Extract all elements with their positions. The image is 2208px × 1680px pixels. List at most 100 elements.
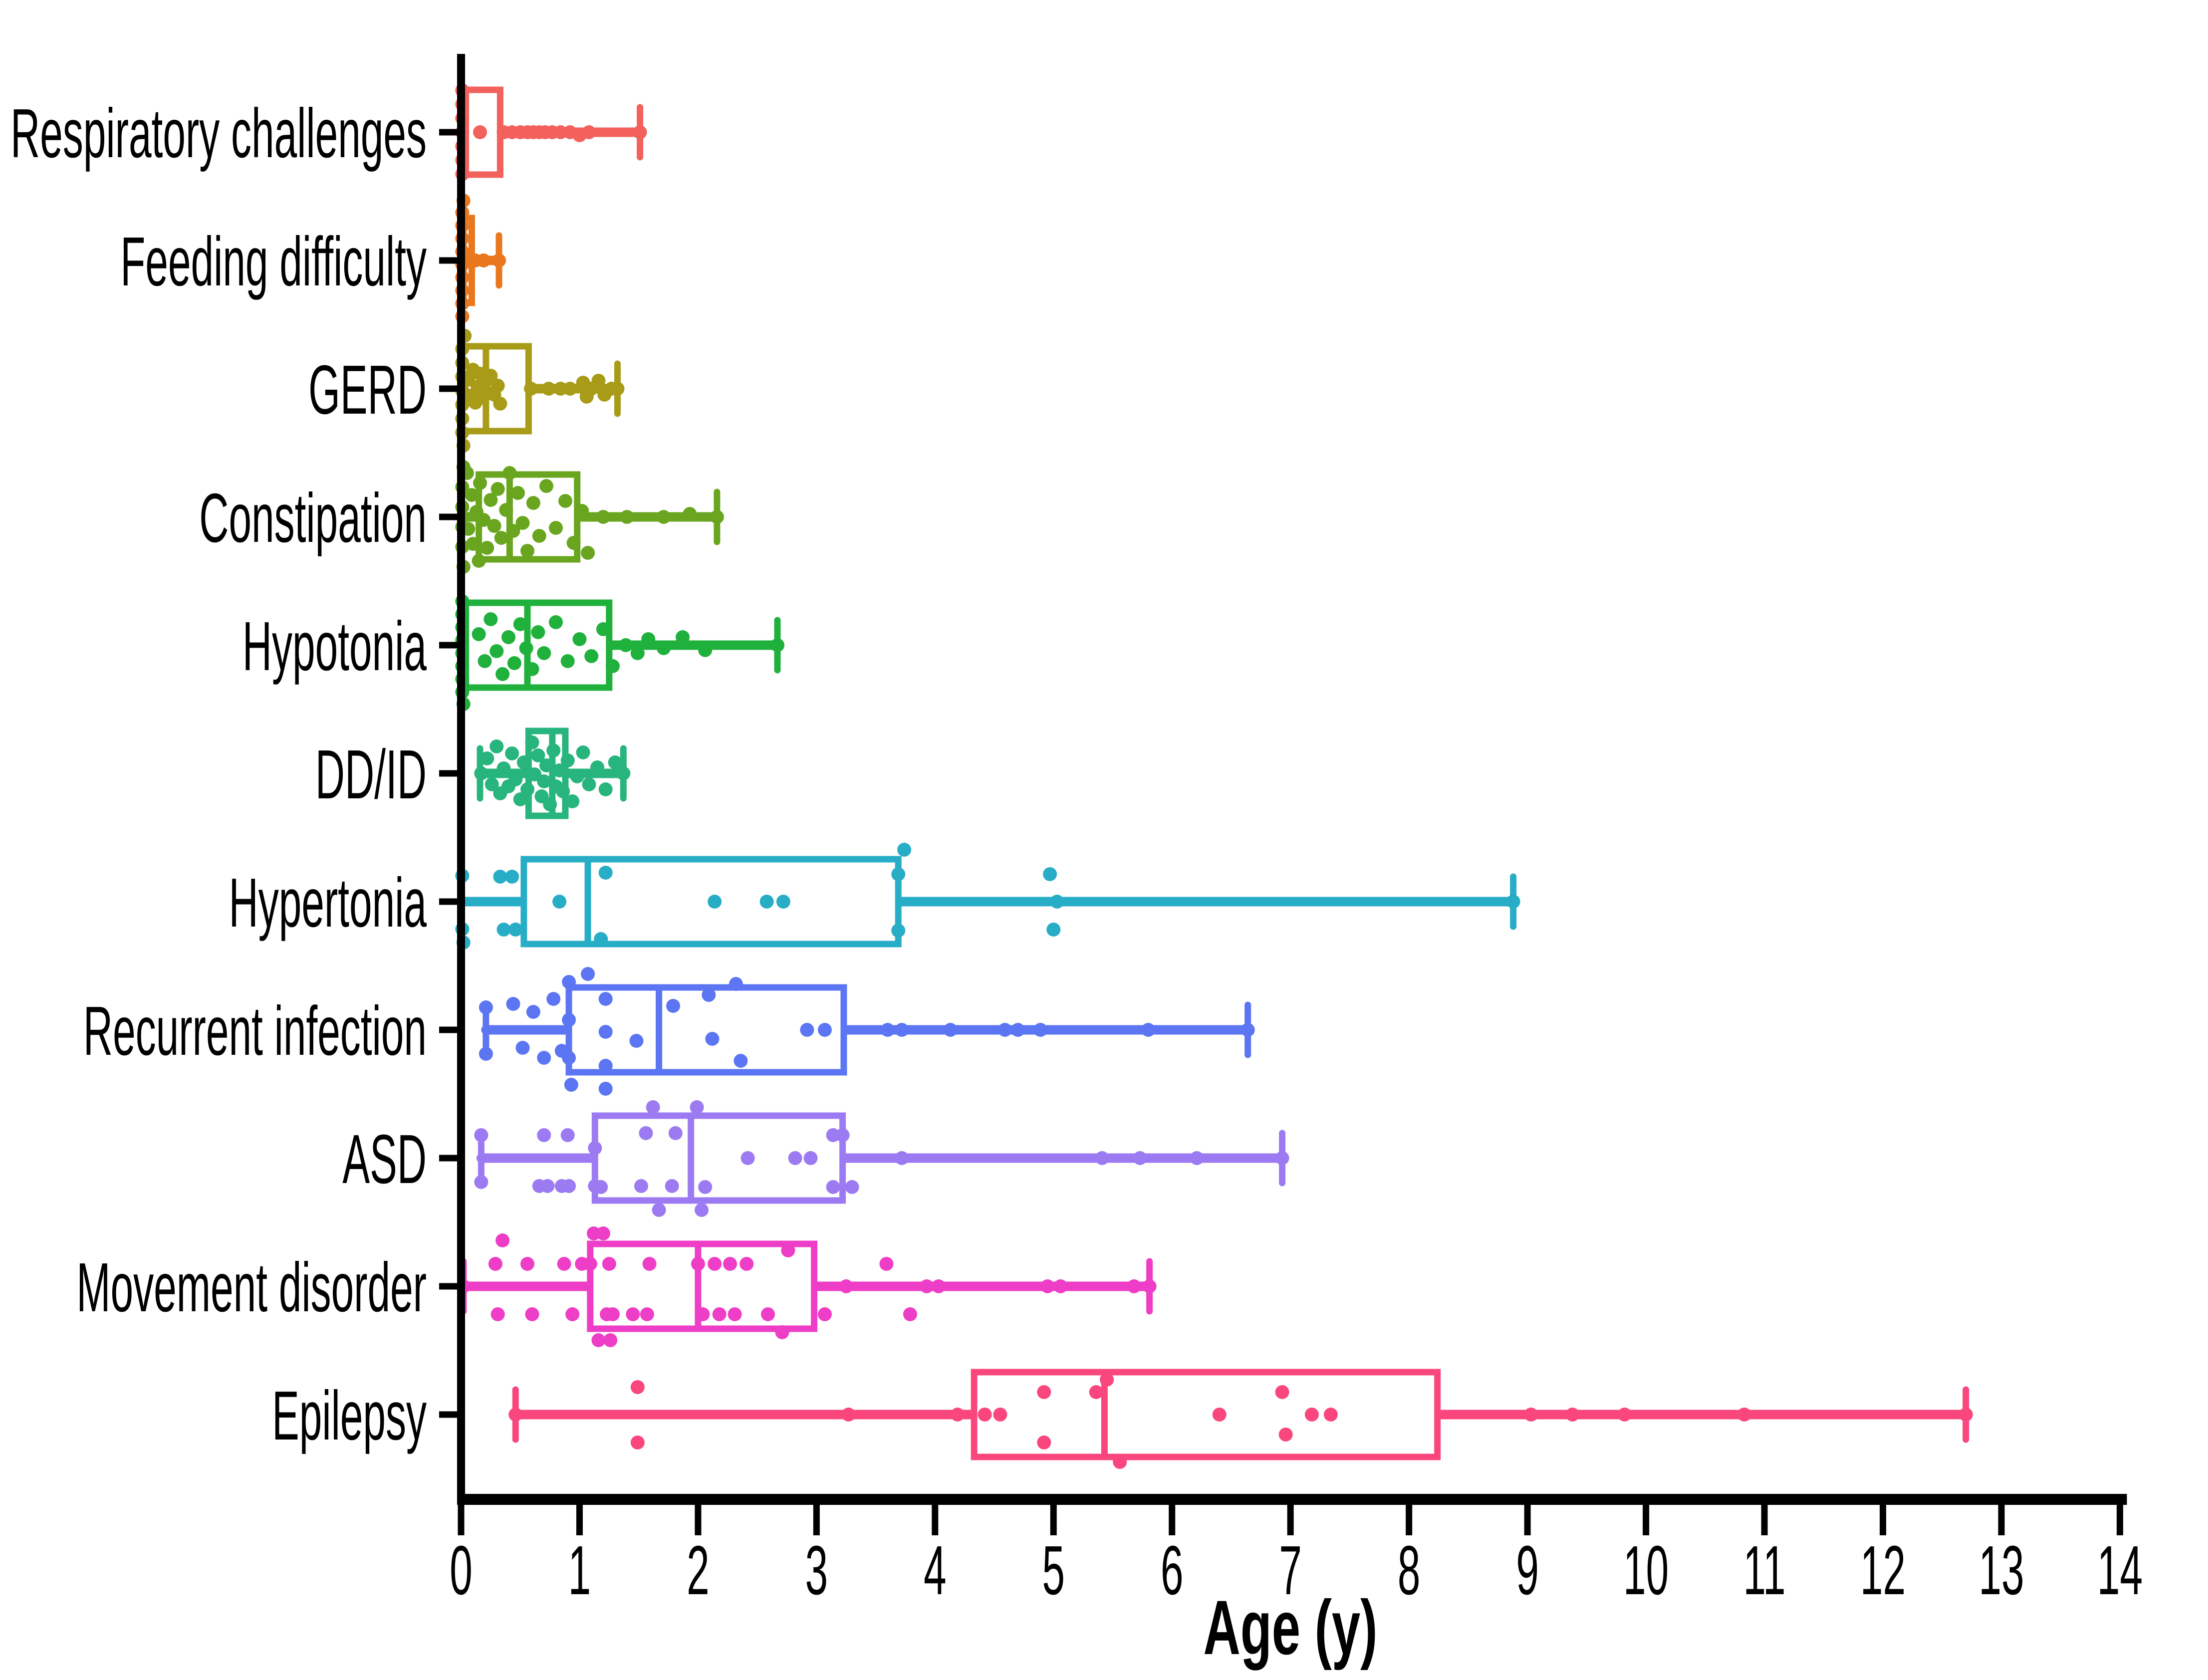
data-point — [818, 1307, 832, 1321]
data-point — [690, 1100, 704, 1114]
data-point — [657, 641, 671, 655]
data-point — [513, 792, 527, 806]
data-point — [560, 654, 575, 668]
data-point — [630, 1436, 645, 1449]
data-point — [1275, 1385, 1289, 1399]
data-point — [493, 397, 507, 411]
data-point — [598, 992, 613, 1006]
data-point — [740, 1151, 755, 1165]
data-point — [1050, 895, 1064, 909]
data-point — [891, 924, 906, 938]
data-point — [1037, 1385, 1051, 1399]
boxplot-row-dd-id — [474, 727, 631, 819]
data-point — [642, 1257, 657, 1271]
data-point — [723, 1257, 737, 1271]
x-tick-label-7: 7 — [1279, 1531, 1302, 1609]
data-point — [499, 503, 513, 517]
data-point — [841, 1408, 856, 1422]
data-point — [1275, 1151, 1289, 1165]
data-point — [505, 746, 519, 760]
data-point — [880, 1023, 895, 1037]
data-point — [560, 753, 575, 767]
data-points — [455, 460, 724, 574]
data-points — [479, 967, 1255, 1096]
data-point — [603, 1333, 618, 1347]
data-point — [1737, 1408, 1751, 1422]
data-point — [519, 641, 533, 655]
data-point — [485, 777, 499, 791]
data-point — [993, 1408, 1007, 1422]
data-point — [1190, 1151, 1204, 1165]
data-point — [1037, 1436, 1051, 1449]
data-point — [594, 1180, 608, 1194]
data-point — [507, 656, 521, 670]
data-point — [491, 253, 506, 267]
data-point — [564, 1078, 578, 1092]
data-point — [620, 510, 634, 524]
labels-group: Respiratory challenges Feeding difficulty… — [10, 94, 2143, 1671]
data-point — [729, 977, 743, 991]
data-point — [1113, 1455, 1127, 1469]
data-point — [537, 774, 551, 788]
data-point — [950, 1408, 965, 1422]
data-point — [590, 760, 605, 774]
data-point — [501, 630, 515, 644]
data-point — [920, 1279, 934, 1293]
data-point — [634, 1179, 648, 1193]
data-point — [546, 992, 561, 1006]
data-point — [526, 496, 540, 510]
data-point — [598, 1059, 613, 1073]
data-point — [558, 494, 572, 508]
data-point — [491, 482, 505, 496]
data-point — [539, 758, 553, 772]
data-point — [1141, 1023, 1156, 1037]
data-point — [1142, 1279, 1157, 1293]
data-point — [566, 536, 581, 550]
data-point — [997, 1023, 1012, 1037]
data-point — [466, 537, 480, 551]
x-tick-label-4: 4 — [924, 1531, 947, 1609]
data-point — [1033, 1023, 1048, 1037]
data-point — [1506, 895, 1520, 909]
category-label-hypertonia: Hypertonia — [229, 864, 427, 942]
data-point — [835, 1128, 850, 1142]
data-point — [705, 1032, 720, 1046]
data-point — [472, 627, 486, 641]
data-point — [641, 632, 656, 646]
data-point — [548, 615, 563, 629]
x-tick-label-6: 6 — [1161, 1531, 1184, 1609]
data-point — [546, 743, 561, 757]
data-point — [839, 1279, 853, 1293]
category-label-dd-id: DD/ID — [315, 735, 427, 813]
iqr-box — [971, 1369, 1441, 1460]
data-point — [562, 1013, 576, 1027]
boxplot-row-asd — [474, 1100, 1289, 1217]
axes-group — [439, 54, 2127, 1535]
data-point — [676, 630, 690, 644]
data-point — [562, 1179, 576, 1193]
data-point — [803, 1151, 818, 1165]
data-point — [818, 1023, 832, 1037]
data-point — [474, 1175, 489, 1189]
data-point — [895, 1151, 909, 1165]
data-point — [646, 1100, 660, 1114]
data-point — [510, 486, 525, 500]
data-point — [591, 374, 606, 388]
data-point — [472, 554, 486, 568]
data-point — [610, 382, 625, 396]
category-label-constipation: Constipation — [199, 479, 427, 557]
data-point — [761, 1307, 775, 1321]
data-point — [582, 125, 596, 139]
data-point — [474, 1128, 489, 1142]
data-point — [570, 769, 584, 783]
data-point — [708, 1257, 722, 1271]
data-point — [698, 643, 713, 657]
data-point — [520, 1257, 534, 1271]
data-point — [525, 662, 539, 676]
data-point — [1278, 1428, 1293, 1441]
data-point — [1212, 1408, 1227, 1422]
data-point — [539, 479, 553, 493]
x-tick-label-14: 14 — [2097, 1531, 2143, 1609]
data-point — [788, 1151, 802, 1165]
